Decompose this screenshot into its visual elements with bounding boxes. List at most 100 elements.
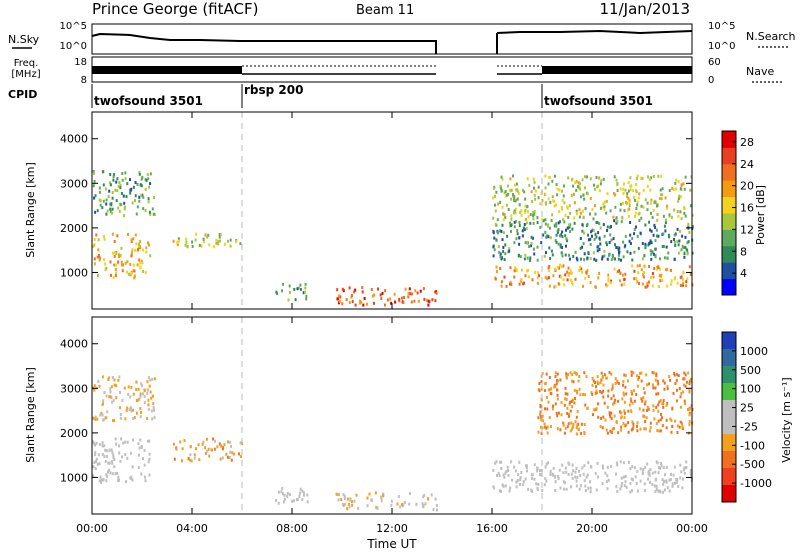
power-echo-cell [149,182,152,186]
power-echo-cell [551,253,554,257]
velocity-echo-cell [556,379,558,383]
velocity-echo-cell [567,473,570,477]
noise-left-tick-top: 10^5 [60,21,87,32]
power-echo-cell [591,234,593,238]
velocity-echo-cell [642,414,645,418]
velocity-echo-cell [175,447,178,451]
power-echo-cell [523,257,526,261]
velocity-echo-cell [594,381,596,384]
velocity-echo-cell [94,453,97,457]
power-echo-cell [147,200,150,204]
power-echo-cell [682,281,685,285]
freq-bar-1 [92,66,242,74]
x-tick-label: 12:00 [376,522,408,535]
power-echo-cell [93,257,96,261]
velocity-echo-cell [688,407,691,411]
power-echo-cell [568,225,571,229]
velocity-echo-cell [153,416,156,420]
power-echo-cell [561,246,564,249]
power-echo-cell [138,242,140,246]
velocity-echo-cell [193,453,196,457]
power-echo-cell [370,288,373,291]
power-echo-cell [638,192,641,196]
power-echo-cell [509,221,512,225]
velocity-echo-cell [121,455,123,459]
velocity-echo-cell [288,493,291,497]
power-echo-cell [622,187,625,191]
velocity-echo-cell [540,415,543,419]
power-echo-cell [626,250,629,254]
power-echo-cell [98,253,100,257]
velocity-echo-cell [677,485,680,488]
velocity-echo-cell [114,437,117,441]
power-echo-cell [97,274,99,277]
velocity-echo-cell [627,430,630,434]
velocity-echo-cell [538,382,541,385]
velocity-echo-cell [671,484,674,488]
velocity-echo-cell [105,454,108,458]
power-echo-cell [638,264,641,268]
velocity-echo-cell [574,470,577,474]
power-echo-cell [410,300,413,304]
power-echo-cell [380,297,383,300]
velocity-echo-cell [547,461,550,465]
power-echo-cell [628,214,630,218]
velocity-echo-cell [147,398,150,402]
power-echo-cell [643,264,646,268]
velocity-echo-cell [602,395,605,399]
power-echo-cell [532,214,534,218]
power-echo-cell [115,199,118,203]
velocity-echo-cell [657,392,660,396]
power-echo-cell [361,286,364,290]
velocity-echo-cell [183,439,186,443]
power-echo-cell [656,213,659,216]
velocity-echo-cell [636,424,638,428]
velocity-echo-cell [641,472,644,476]
velocity-echo-cell [648,429,651,433]
velocity-echo-cell [587,486,590,490]
power-echo-cell [689,188,692,192]
power-echo-cell [657,284,660,288]
velocity-colorbar-frame [721,331,737,503]
velocity-echo-cell [560,413,563,417]
power-echo-cell [557,221,560,225]
power-echo-cell [581,209,584,213]
velocity-echo-cell [599,390,602,393]
velocity-echo-cell [665,418,668,422]
power-echo-cell [106,209,109,213]
power-echo-cell [537,185,540,189]
velocity-echo-cell [519,478,522,482]
velocity-echo-cell [624,374,627,378]
power-echo-cell [530,235,533,239]
power-echo-cell [92,170,95,173]
power-echo-cell [401,296,403,300]
velocity-echo-cell [689,469,692,472]
power-echo-cell [348,301,351,304]
power-echo-cell [131,248,134,252]
power-echo-cell [141,261,144,265]
power-echo-cell [503,275,506,279]
power-echo-cell [345,298,348,302]
power-echo-cell [126,260,129,264]
velocity-echo-cell [620,484,623,488]
power-colorbar-tick-label: 4 [740,267,747,280]
power-echo-cell [675,178,678,182]
velocity-echo-cell [531,473,534,477]
velocity-echo-cell [676,388,678,392]
power-echo-cell [514,269,517,273]
velocity-echo-cell [581,466,584,470]
power-echo-cell [616,183,619,187]
velocity-echo-cell [623,373,626,377]
power-echo-cell [500,284,503,288]
velocity-echo-cell [148,439,151,443]
power-echo-cell [606,284,609,288]
power-echo-cell [586,222,589,226]
power-echo-cell [98,256,101,260]
power-echo-cell [674,244,677,247]
power-echo-cell [648,265,651,268]
velocity-echo-cell [666,486,669,490]
velocity-echo-cell [108,449,111,453]
velocity-echo-cell [504,471,507,475]
power-echo-cell [571,282,574,286]
power-echo-cell [101,206,104,210]
